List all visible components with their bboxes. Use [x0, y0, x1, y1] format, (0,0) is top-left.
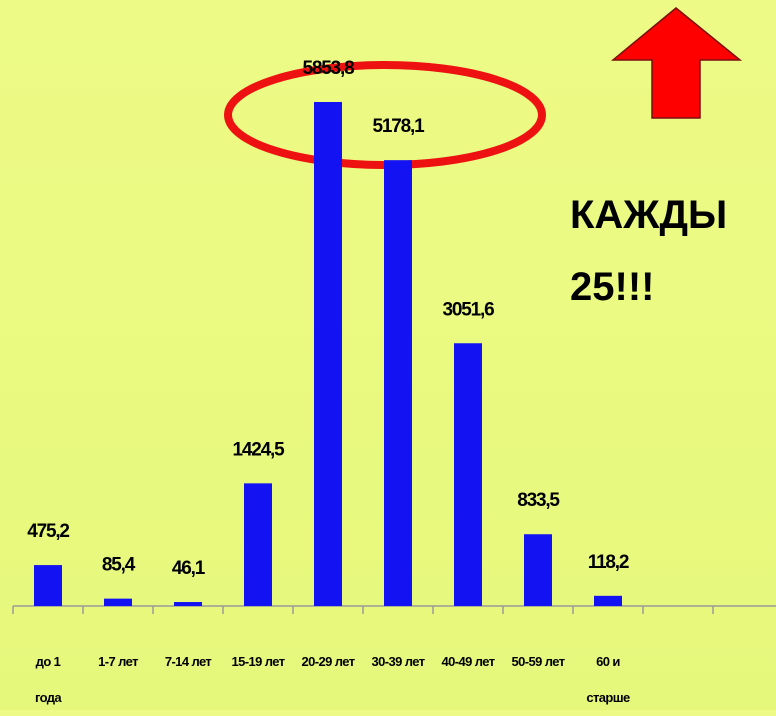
- data-label: 46,1: [172, 558, 206, 579]
- x-tick-label: до 1 года: [34, 654, 62, 705]
- x-tick-label: 7-14 лет: [164, 654, 212, 669]
- bar: [594, 595, 622, 606]
- bar: [454, 343, 482, 606]
- bar: [34, 565, 62, 606]
- x-tick-label: 30-39 лет: [371, 654, 426, 669]
- x-tick-label: 15-19 лет: [231, 654, 286, 669]
- annotation: КАЖДЫ: [570, 193, 727, 237]
- highlight-ellipse: [224, 61, 546, 169]
- data-label: 3051,6: [443, 299, 495, 320]
- x-tick-label: 1-7 лет: [98, 654, 138, 669]
- bar: [104, 598, 132, 606]
- bar: [314, 101, 342, 606]
- data-label: 475,2: [27, 521, 69, 542]
- bar: [384, 160, 412, 606]
- data-label: 1424,5: [233, 439, 286, 460]
- x-tick-label: 20-29 лет: [301, 654, 356, 669]
- annotation: 25!!!: [570, 265, 654, 309]
- x-tick-label: 60 и старше: [586, 654, 630, 705]
- data-label: 833,5: [517, 490, 560, 511]
- data-label: 5178,1: [373, 116, 426, 137]
- x-tick-label: 50-59 лет: [511, 654, 566, 669]
- data-label: 85,4: [102, 555, 136, 576]
- data-label: 118,2: [588, 552, 629, 573]
- x-tick-label: 40-49 лет: [441, 654, 496, 669]
- data-label: 5853,8: [303, 58, 355, 79]
- bar: [244, 483, 272, 606]
- up-arrow: [610, 7, 743, 119]
- bar: [174, 602, 202, 606]
- bar: [524, 534, 552, 606]
